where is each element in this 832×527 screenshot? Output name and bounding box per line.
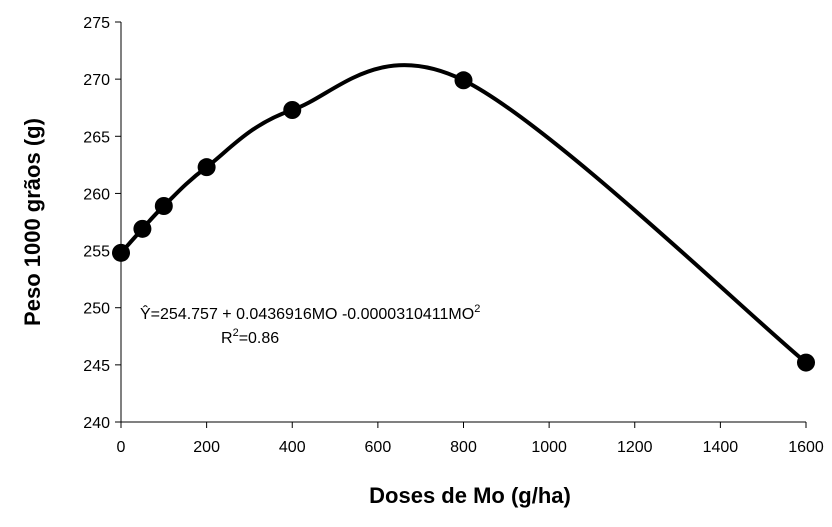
y-tick-label: 245 bbox=[83, 358, 110, 375]
y-tick-label: 265 bbox=[83, 129, 110, 146]
x-tick-label: 400 bbox=[279, 439, 306, 456]
ticks: 240 245 250 255 260 265 270 275 0 200 400 600 800 100… bbox=[83, 15, 824, 456]
data-point bbox=[154, 197, 173, 215]
y-tick-label: 250 bbox=[83, 301, 110, 318]
equation-text: Ŷ=254.757 + 0.0436916MO -0.0000310411MO bbox=[140, 304, 474, 323]
x-tick-label: 200 bbox=[193, 439, 220, 456]
y-tick-label: 275 bbox=[83, 15, 110, 32]
x-tick-label: 1000 bbox=[531, 439, 567, 456]
r2-superscript: 2 bbox=[233, 327, 239, 339]
r2-label: R bbox=[221, 330, 233, 347]
data-point bbox=[112, 243, 130, 262]
r2-annotation: R2=0.86 bbox=[221, 327, 279, 347]
x-tick-label: 1600 bbox=[788, 439, 824, 456]
points-layer bbox=[112, 71, 815, 372]
equation-annotation: Ŷ=254.757 + 0.0436916MO -0.0000310411MO2 bbox=[140, 303, 480, 323]
data-point bbox=[797, 353, 815, 372]
y-tick-label: 270 bbox=[83, 72, 110, 89]
y-tick-label: 260 bbox=[83, 186, 110, 203]
equation-superscript: 2 bbox=[474, 303, 480, 315]
y-tick-label: 240 bbox=[83, 415, 110, 432]
y-axis-title: Peso 1000 grãos (g) bbox=[20, 118, 45, 326]
x-tick-label: 1400 bbox=[703, 439, 739, 456]
x-axis-title: Doses de Mo (g/ha) bbox=[369, 483, 571, 508]
data-point bbox=[197, 158, 216, 177]
x-tick-label: 1200 bbox=[617, 439, 653, 456]
r2-value: =0.86 bbox=[239, 330, 280, 347]
data-point bbox=[133, 219, 152, 238]
x-tick-label: 600 bbox=[365, 439, 392, 456]
data-point bbox=[454, 71, 473, 90]
x-tick-label: 800 bbox=[450, 439, 477, 456]
data-point bbox=[283, 101, 302, 119]
y-tick-label: 255 bbox=[83, 244, 110, 261]
x-tick-label: 0 bbox=[117, 439, 126, 456]
